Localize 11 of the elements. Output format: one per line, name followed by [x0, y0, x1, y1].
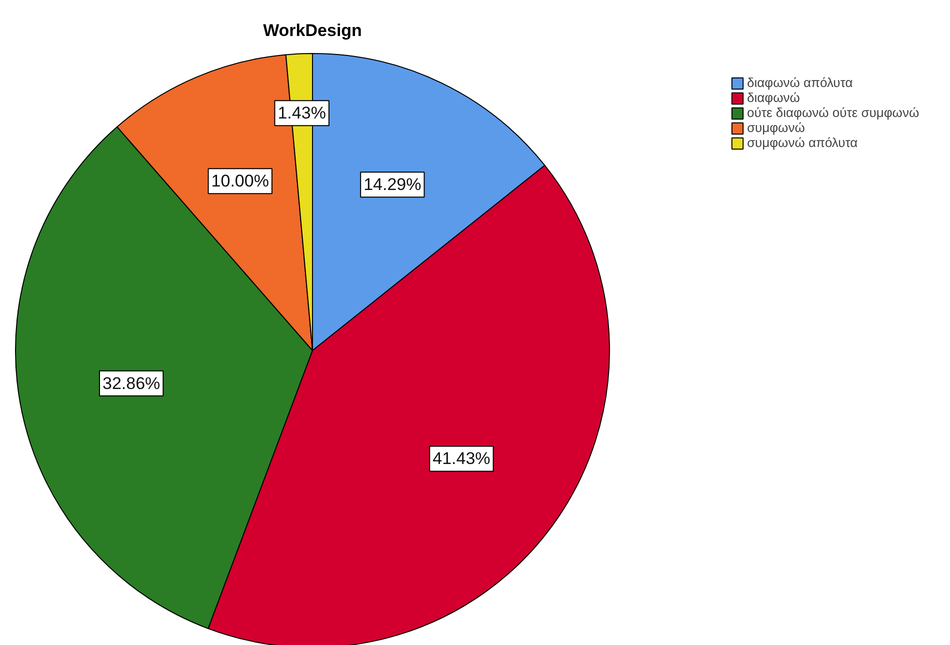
chart-title: WorkDesign [263, 21, 362, 40]
data-label: 32.86% [102, 374, 160, 393]
data-label: 1.43% [278, 104, 326, 123]
legend-label: συμφωνώ [747, 120, 805, 135]
legend-label: διαφωνώ απόλυτα [747, 75, 853, 90]
legend-label: διαφωνώ [747, 90, 800, 105]
data-label: 41.43% [432, 449, 490, 468]
data-label: 14.29% [364, 175, 422, 194]
data-label: 10.00% [211, 172, 269, 191]
legend-label: ούτε διαφωνώ ούτε συμφωνώ [747, 105, 920, 120]
legend-label: συμφωνώ απόλυτα [747, 135, 858, 150]
